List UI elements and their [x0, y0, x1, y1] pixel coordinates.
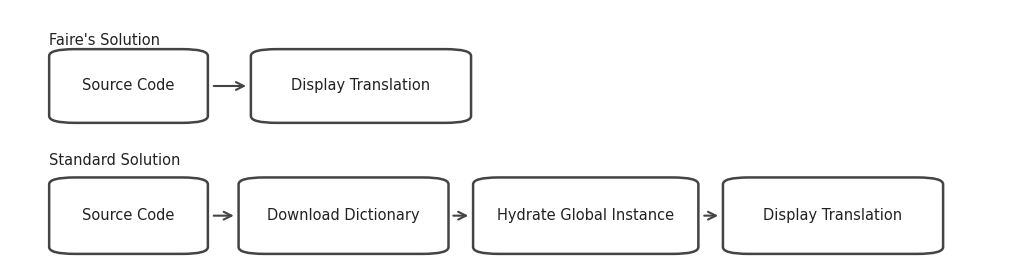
Text: Source Code: Source Code — [82, 208, 175, 223]
Text: Hydrate Global Instance: Hydrate Global Instance — [498, 208, 674, 223]
FancyBboxPatch shape — [239, 177, 449, 254]
Text: Display Translation: Display Translation — [764, 208, 902, 223]
FancyBboxPatch shape — [473, 177, 698, 254]
FancyBboxPatch shape — [723, 177, 943, 254]
FancyBboxPatch shape — [251, 49, 471, 123]
FancyBboxPatch shape — [49, 49, 208, 123]
Text: Source Code: Source Code — [82, 79, 175, 93]
Text: Standard Solution: Standard Solution — [49, 153, 180, 168]
Text: Display Translation: Display Translation — [292, 79, 430, 93]
FancyBboxPatch shape — [49, 177, 208, 254]
Text: Download Dictionary: Download Dictionary — [267, 208, 420, 223]
Text: Faire's Solution: Faire's Solution — [49, 33, 160, 48]
